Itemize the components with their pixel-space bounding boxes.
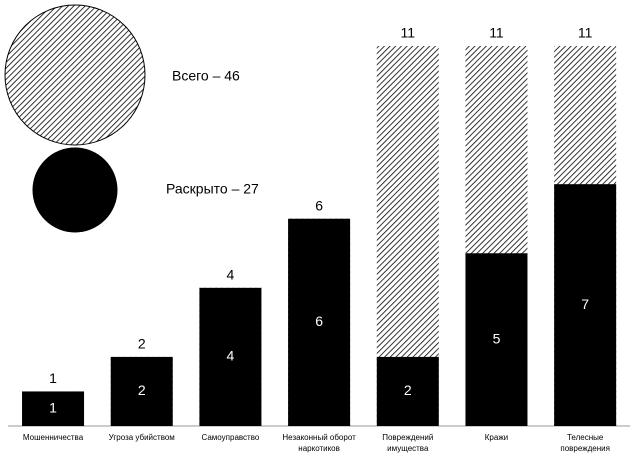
solved-bar — [554, 184, 617, 426]
total-label: 6 — [315, 197, 323, 213]
x-tick-label: Самоуправство — [201, 433, 260, 442]
total-label: 11 — [401, 25, 416, 41]
legend-label: Всего – 46 — [172, 68, 240, 84]
solved-label: 2 — [404, 382, 412, 398]
total-label: 11 — [489, 25, 504, 41]
legend-swatch — [4, 4, 146, 146]
solved-label: 1 — [49, 399, 57, 415]
solved-bar — [22, 391, 85, 426]
x-tick-label: Незаконный оборот наркотиков — [282, 433, 356, 453]
solved-bar — [199, 287, 262, 426]
solved-bar — [110, 356, 173, 426]
solved-label: 5 — [493, 330, 501, 346]
x-tick-label: Кражи — [484, 433, 509, 442]
legend-swatch — [32, 147, 118, 233]
solved-bar — [376, 356, 439, 426]
solved-label: 4 — [227, 348, 235, 364]
x-tick-label: Угроза убийством — [108, 433, 175, 442]
x-tick-label: Повреждений имущества — [382, 433, 434, 453]
total-label: 4 — [227, 267, 235, 283]
total-label: 11 — [578, 25, 593, 41]
solved-label: 7 — [581, 296, 589, 312]
solved-bar — [288, 218, 351, 426]
solved-bar — [465, 253, 528, 426]
legend-label: Раскрыто – 27 — [166, 181, 259, 197]
solved-label: 2 — [138, 382, 146, 398]
x-tick-label: Мошенничества — [22, 433, 84, 442]
x-tick-label: Телесные повреждения — [560, 433, 610, 453]
total-label: 1 — [49, 370, 57, 386]
solved-label: 6 — [315, 313, 323, 329]
total-label: 2 — [138, 336, 146, 352]
